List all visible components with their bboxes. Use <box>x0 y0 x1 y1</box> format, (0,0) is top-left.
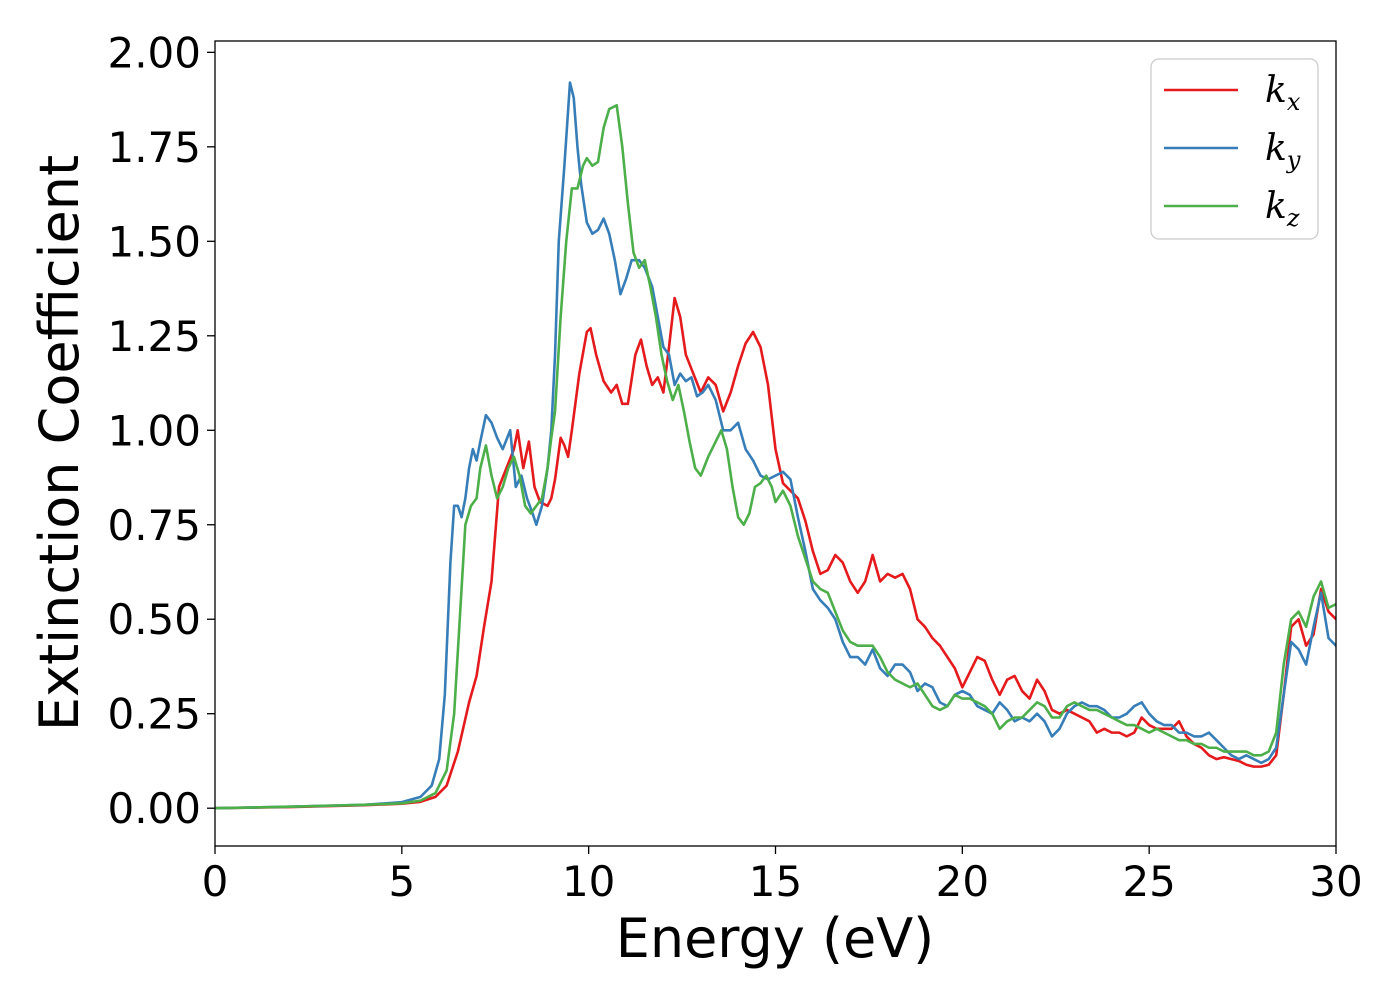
y-axis-ticks: 0.00 0.25 0.50 0.75 1.00 1.25 1.50 1.75 2.00 <box>107 28 215 833</box>
x-axis-label: Energy (eV) <box>616 907 935 970</box>
x-tick-label: 20 <box>936 857 989 906</box>
legend-label-main: k <box>1265 186 1287 227</box>
x-tick-label: 30 <box>1309 857 1362 906</box>
x-tick-label: 5 <box>388 857 415 906</box>
series-line-kx <box>215 296 1336 810</box>
series-line-ky <box>215 81 1336 810</box>
legend-label-subscript: x <box>1287 88 1301 116</box>
legend-label-subscript: z <box>1286 204 1300 232</box>
y-tick-label: 2.00 <box>107 28 201 77</box>
y-axis-label: Extinction Coefficient <box>28 155 91 731</box>
legend-label-subscript: y <box>1286 146 1301 174</box>
x-axis-ticks: 0 5 10 15 20 25 30 <box>202 846 1363 906</box>
y-tick-label: 0.75 <box>107 501 201 550</box>
series-line-kz <box>215 103 1336 810</box>
x-tick-label: 15 <box>749 857 802 906</box>
legend-label-ky: ky <box>1265 128 1301 174</box>
series-layer <box>215 81 1336 810</box>
x-tick-label: 0 <box>202 857 229 906</box>
y-tick-label: 1.50 <box>107 217 201 266</box>
legend-label-kx: kx <box>1265 70 1301 116</box>
y-tick-label: 1.75 <box>107 123 201 172</box>
y-tick-label: 1.00 <box>107 406 201 455</box>
legend-label-kz: kz <box>1265 186 1300 232</box>
legend-label-main: k <box>1265 70 1287 111</box>
x-tick-label: 25 <box>1122 857 1175 906</box>
legend-label-main: k <box>1265 128 1287 169</box>
x-tick-label: 10 <box>562 857 615 906</box>
y-tick-label: 1.25 <box>107 312 201 361</box>
y-tick-label: 0.50 <box>107 595 201 644</box>
y-tick-label: 0.25 <box>107 690 201 739</box>
y-tick-label: 0.00 <box>107 784 201 833</box>
